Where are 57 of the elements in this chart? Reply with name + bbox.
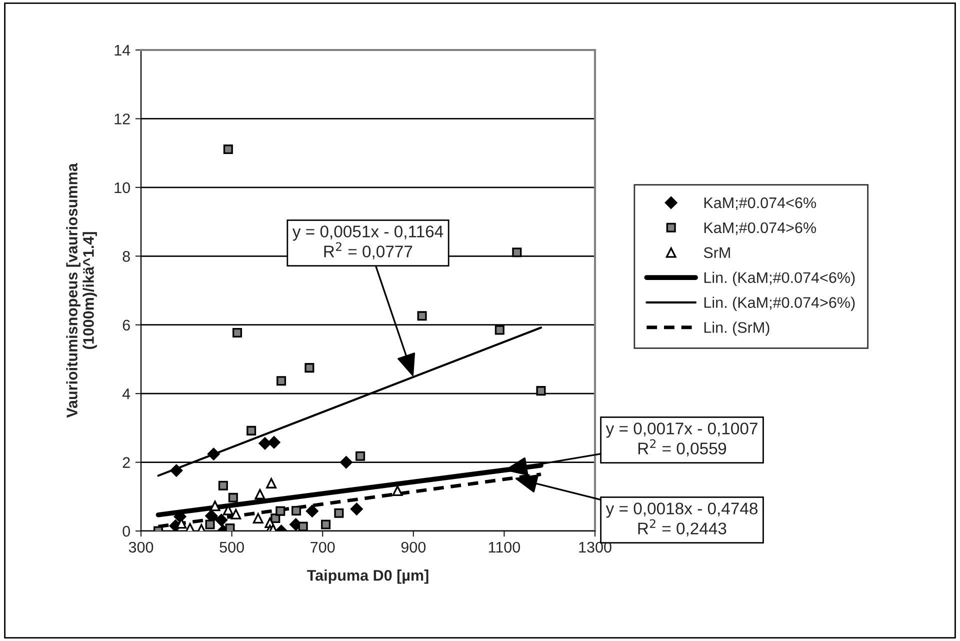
point — [276, 506, 286, 516]
point — [218, 480, 228, 490]
legend-label: KaM;#0.074>6% — [704, 222, 816, 235]
point — [230, 508, 242, 520]
point — [298, 522, 308, 531]
annotation: y = 0,0051x - 0,1164 R$^{2}$ = 0,0777 — [292, 226, 444, 260]
point — [207, 448, 220, 460]
y-axis-title: Vaurioitumisnopeus [vauriosumma (1000m)/ikä^1.4] — [66, 163, 97, 418]
point — [223, 144, 233, 154]
x-tick-label: 1100 — [488, 542, 520, 553]
point — [258, 437, 272, 450]
y-tick-label: 12 — [114, 114, 130, 124]
point — [536, 386, 546, 396]
point — [215, 514, 228, 526]
x-tick-label: 900 — [401, 542, 426, 553]
point — [321, 520, 331, 530]
point — [254, 489, 266, 500]
point — [246, 426, 256, 436]
legend-label: SrM — [704, 247, 730, 258]
y-tick-label: 8 — [122, 251, 130, 262]
y-tick-label: 10 — [114, 182, 130, 194]
annotation: y = 0,0018x - 0,4748 R$^{2}$ = 0,2443 — [606, 502, 758, 536]
y-tick-label: 4 — [122, 388, 130, 400]
point — [210, 500, 220, 512]
point — [392, 486, 403, 496]
point — [268, 436, 280, 449]
point — [252, 513, 264, 524]
y-tick-label: 14 — [114, 45, 130, 56]
point — [512, 248, 522, 258]
point — [306, 504, 318, 518]
y-tick-label: 2 — [122, 457, 130, 468]
point — [205, 520, 215, 530]
x-tick-label: 700 — [310, 542, 335, 553]
point — [276, 376, 286, 386]
x-tick-label: 300 — [128, 542, 154, 553]
point — [334, 508, 344, 518]
y-tick-label: 6 — [122, 320, 130, 331]
point — [304, 363, 314, 373]
x-axis-title: Taipuma D0 [µm] — [307, 570, 428, 584]
point — [225, 523, 235, 531]
point — [340, 456, 352, 468]
point — [417, 311, 427, 321]
point — [232, 328, 242, 338]
point — [228, 492, 238, 502]
point — [494, 325, 504, 335]
point — [350, 502, 363, 516]
annotation: y = 0,0017x - 0,1007 R$^{2}$ = 0,0559 — [606, 422, 758, 456]
point — [292, 506, 302, 516]
legend-label: Lin. (KaM;#0.074<6%) — [704, 272, 855, 286]
legend-label: Lin. (SrM) — [704, 322, 770, 336]
y-tick-label: 0 — [122, 526, 130, 537]
point — [170, 464, 183, 477]
legend-label: KaM;#0.074<6% — [704, 197, 816, 210]
x-tick-label: 500 — [220, 542, 244, 553]
legend-label: Lin. (KaM;#0.074>6%) — [704, 296, 855, 311]
point — [356, 451, 366, 461]
point — [266, 478, 277, 488]
